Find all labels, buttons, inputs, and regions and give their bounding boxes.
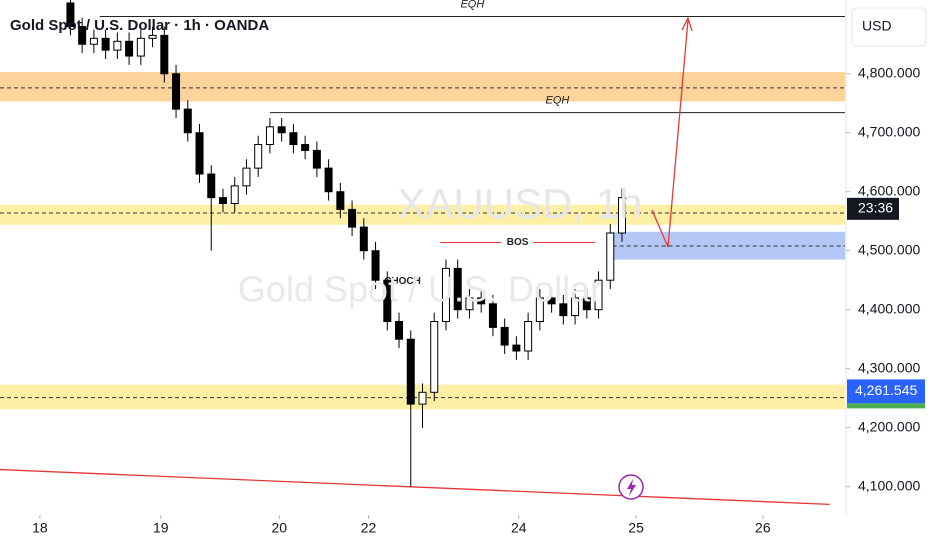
x-tick-label: 24 bbox=[511, 520, 527, 536]
candle-body bbox=[148, 34, 157, 39]
candle-body bbox=[430, 321, 439, 393]
candle-body bbox=[418, 391, 427, 405]
y-tick-label: 4,800.000 bbox=[858, 64, 920, 80]
candle-body bbox=[395, 321, 404, 340]
y-tick-label: 4,200.000 bbox=[858, 418, 920, 434]
candle-body bbox=[242, 167, 251, 187]
projection-arrow bbox=[651, 19, 689, 248]
x-tick-label: 20 bbox=[272, 520, 288, 536]
candle-body bbox=[571, 297, 580, 317]
candle-body bbox=[488, 303, 497, 328]
y-tick-label: 4,100.000 bbox=[858, 477, 920, 493]
candle-body bbox=[101, 37, 110, 51]
last-price-strip bbox=[847, 403, 925, 409]
eqh-label: EQH bbox=[460, 0, 484, 10]
candle-body bbox=[312, 149, 321, 169]
candle-body bbox=[89, 37, 98, 45]
candle-body bbox=[477, 297, 486, 305]
arrow-head bbox=[681, 16, 693, 32]
candle-body bbox=[582, 297, 591, 311]
bos-label-bg bbox=[501, 234, 534, 251]
currency: USD bbox=[862, 18, 892, 34]
x-tick-label: 18 bbox=[32, 520, 48, 536]
candle-body bbox=[512, 344, 521, 352]
trendline bbox=[0, 468, 830, 506]
candle-body bbox=[78, 26, 87, 45]
y-tick-label: 4,500.000 bbox=[858, 241, 920, 257]
countdown: 23:36 bbox=[858, 200, 893, 216]
candle-body bbox=[136, 37, 145, 57]
candle-body bbox=[441, 267, 450, 323]
eqh-label: EQH bbox=[546, 95, 570, 107]
symbol-title: Gold Spot / U.S. Dollar · 1h · OANDA bbox=[10, 17, 269, 34]
candle-body bbox=[183, 108, 192, 134]
choch-label: CHOCH bbox=[384, 276, 421, 287]
candle-body bbox=[559, 303, 568, 317]
last-price-label: 4,261.545 bbox=[855, 382, 917, 398]
candle-body bbox=[230, 185, 239, 205]
candle-body bbox=[113, 40, 122, 51]
candle-body bbox=[195, 132, 204, 175]
bos-label: BOS bbox=[507, 237, 529, 248]
candle-body bbox=[172, 73, 181, 110]
candle-body bbox=[254, 144, 263, 169]
candle-body bbox=[371, 250, 380, 281]
candle-body bbox=[465, 297, 474, 311]
x-tick-label: 22 bbox=[361, 520, 377, 536]
candle-body bbox=[348, 208, 357, 228]
candle-body bbox=[359, 226, 368, 252]
candle-body bbox=[524, 321, 533, 352]
countdown-box bbox=[847, 197, 899, 220]
y-tick-label: 4,700.000 bbox=[858, 123, 920, 139]
candle-body bbox=[324, 167, 333, 193]
candle-body bbox=[289, 132, 298, 146]
x-tick-label: 19 bbox=[153, 520, 169, 536]
last-price-box bbox=[847, 379, 925, 404]
x-tick-label: 26 bbox=[755, 520, 771, 536]
candle-body bbox=[265, 126, 274, 146]
x-tick-label: 25 bbox=[628, 520, 644, 536]
candle-body bbox=[606, 232, 615, 281]
candle-body bbox=[277, 126, 286, 134]
candle-body bbox=[160, 34, 169, 75]
watermark: XAUUSD, 1h bbox=[397, 180, 642, 227]
candle-body bbox=[336, 191, 345, 210]
lightning bbox=[627, 479, 636, 496]
candle-body bbox=[125, 40, 134, 57]
candle-body bbox=[535, 297, 544, 323]
candle-body bbox=[547, 297, 556, 305]
candle-body bbox=[500, 326, 509, 346]
watermark-subtitle: Gold Spot / U.S. Dollar bbox=[238, 269, 602, 310]
candle-body bbox=[453, 267, 462, 311]
candle-body bbox=[594, 279, 603, 311]
candle-body bbox=[218, 197, 227, 205]
y-tick-label: 4,600.000 bbox=[858, 182, 920, 198]
candle-body bbox=[207, 173, 216, 199]
y-tick-label: 4,300.000 bbox=[858, 359, 920, 375]
y-tick-label: 4,400.000 bbox=[858, 300, 920, 316]
candle-body bbox=[383, 279, 392, 323]
candle-body bbox=[66, 2, 75, 28]
candle-body bbox=[301, 144, 310, 151]
zone bbox=[0, 71, 845, 102]
candle-body bbox=[618, 197, 627, 234]
candle-body bbox=[406, 338, 415, 405]
currency-button[interactable] bbox=[851, 7, 927, 47]
